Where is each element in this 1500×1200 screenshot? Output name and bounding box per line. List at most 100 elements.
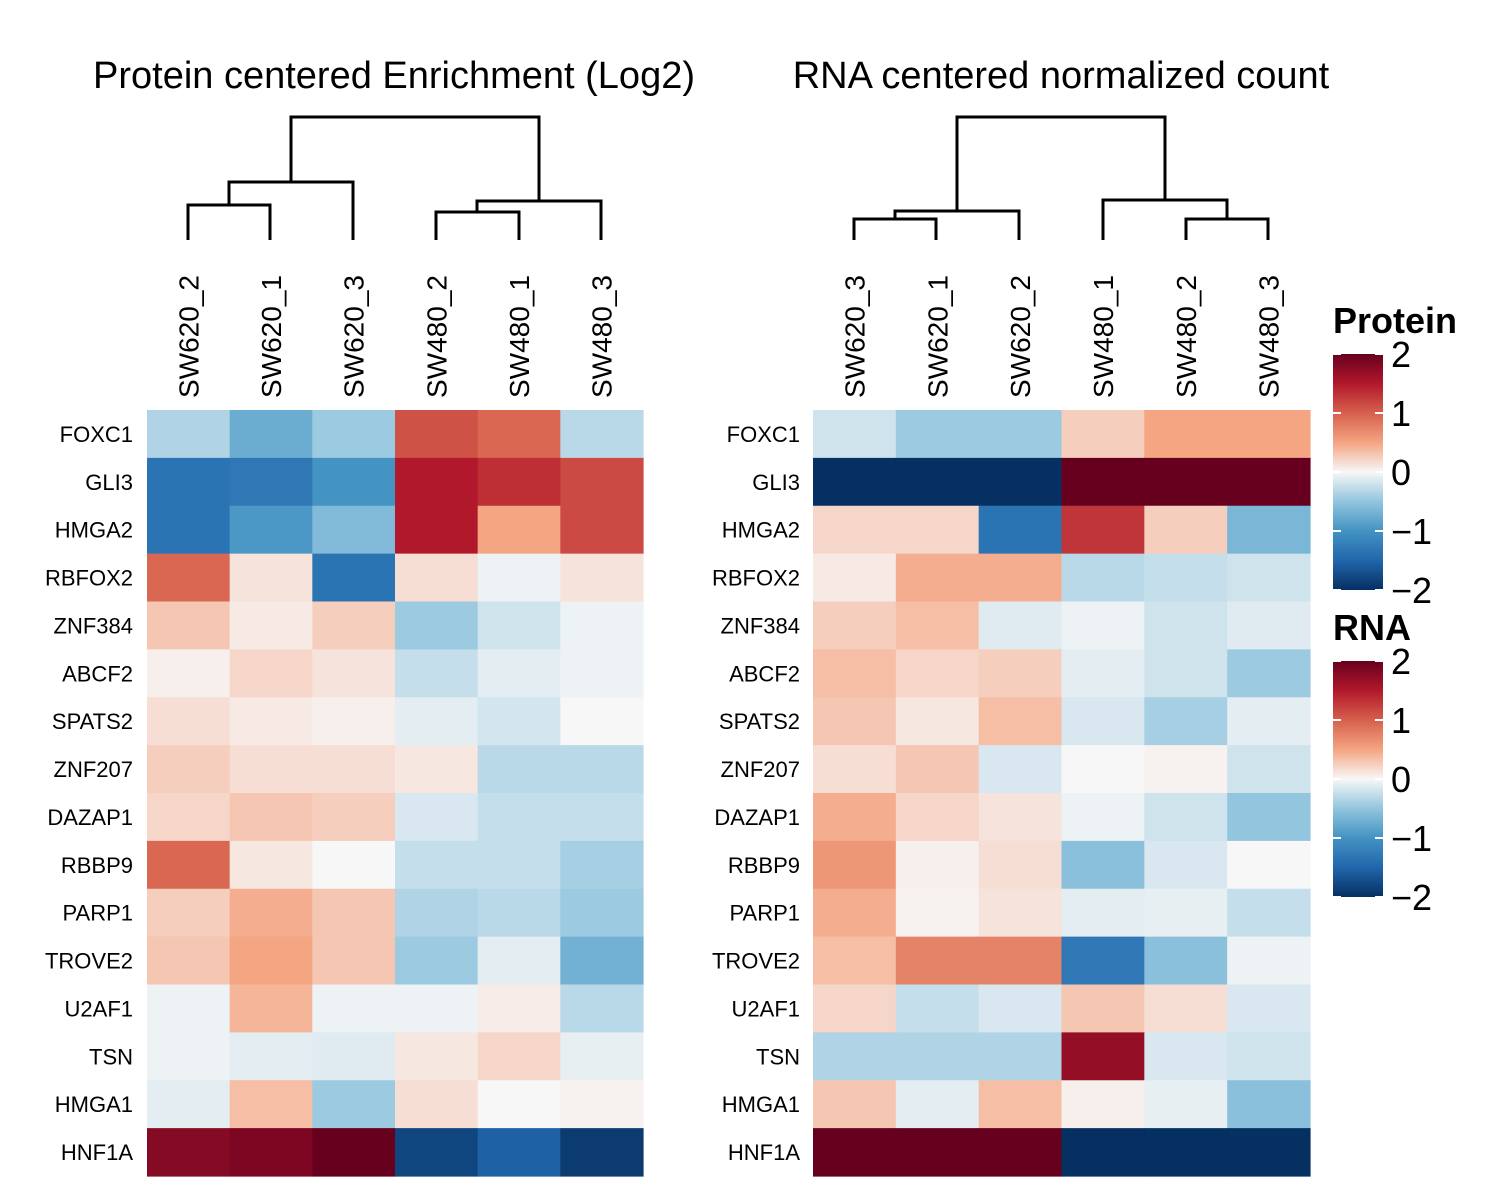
heatmap-cell — [395, 936, 479, 986]
rna-column-labels: SW620_3 SW620_1 SW620_2 SW480_1 SW480_2 SW480… — [839, 275, 1284, 398]
heatmap-cell — [1144, 888, 1228, 938]
row-label: TSN — [756, 1044, 800, 1069]
heatmap-cell — [477, 410, 561, 459]
heatmap-cell — [147, 697, 231, 746]
row-label: SPATS2 — [719, 709, 800, 734]
heatmap-cell — [978, 840, 1063, 890]
colorbar-tick-label: 0 — [1391, 452, 1411, 493]
row-label: ZNF384 — [54, 613, 133, 638]
heatmap-cell — [1144, 697, 1228, 746]
heatmap-cell — [477, 505, 561, 555]
heatmap-cell — [312, 840, 396, 890]
heatmap-cell — [1061, 410, 1145, 459]
heatmap-cell — [895, 697, 980, 746]
heatmap-cell — [813, 1032, 897, 1081]
heatmap-cell — [395, 457, 479, 507]
protein-row-labels: FOXC1 GLI3 HMGA2 RBFOX2 ZNF384 ABCF2 SPATS2 ZNF… — [45, 422, 133, 1165]
heatmap-cell — [1061, 457, 1145, 507]
protein-colorbar-title: Protein — [1333, 300, 1457, 341]
heatmap-cell — [1227, 793, 1311, 842]
heatmap-cell — [560, 984, 644, 1033]
heatmap-cell — [978, 984, 1063, 1033]
heatmap-cell — [312, 888, 396, 938]
heatmap-cell — [229, 697, 313, 746]
heatmap-cell — [395, 840, 479, 890]
rna-colorbar-ticks: 2 1 0 −1 −2 — [1333, 641, 1432, 918]
heatmap-cell — [560, 410, 644, 459]
heatmap-cell — [1227, 553, 1311, 603]
colorbar-tick-label: −2 — [1391, 877, 1432, 918]
heatmap-cell — [895, 1080, 980, 1129]
row-label: ZNF207 — [54, 757, 133, 782]
column-label: SW480_3 — [587, 275, 618, 398]
heatmap-cell — [312, 553, 396, 603]
dendrogram-branch — [893, 209, 1021, 240]
heatmap-cell — [1227, 888, 1311, 938]
heatmap-cell — [147, 457, 231, 507]
heatmap-cell — [813, 936, 897, 986]
heatmap-cell — [895, 793, 980, 842]
heatmap-cell — [978, 457, 1063, 507]
heatmap-cell — [1227, 697, 1311, 746]
heatmap-cell — [560, 1128, 644, 1177]
heatmap-cell — [560, 697, 644, 746]
heatmap-cell — [978, 936, 1063, 986]
protein-dendrogram — [186, 115, 603, 240]
heatmap-cell — [147, 505, 231, 555]
heatmap-cell — [229, 745, 313, 794]
row-label: GLI3 — [752, 470, 800, 495]
heatmap-cell — [813, 793, 897, 842]
row-label: ZNF384 — [721, 613, 800, 638]
row-label: ABCF2 — [62, 661, 133, 686]
heatmap-cell — [1061, 1080, 1145, 1129]
heatmap-cell — [395, 410, 479, 459]
heatmap-cell — [395, 888, 479, 938]
heatmap-cell — [477, 936, 561, 986]
row-label: RBFOX2 — [45, 566, 133, 591]
heatmap-cell — [813, 505, 897, 555]
colorbar-tick-label: −1 — [1391, 818, 1432, 859]
heatmap-cell — [1061, 840, 1145, 890]
heatmap-cell — [1144, 1032, 1228, 1081]
row-label: DAZAP1 — [714, 805, 800, 830]
heatmap-cell — [813, 745, 897, 794]
heatmap-cell — [560, 745, 644, 794]
heatmap-cell — [477, 745, 561, 794]
rna-heatmap: RNA centered normalized count SW620_3 SW6… — [712, 55, 1330, 1177]
dendrogram-branch — [289, 115, 541, 201]
heatmap-cell — [229, 410, 313, 459]
column-label: SW480_3 — [1254, 275, 1285, 398]
heatmap-cell — [978, 649, 1063, 698]
heatmap-cell — [395, 745, 479, 794]
heatmap-cell — [1061, 649, 1145, 698]
heatmap-cell — [477, 793, 561, 842]
heatmap-cell — [560, 457, 644, 507]
heatmap-cell — [895, 505, 980, 555]
heatmap-cell — [895, 649, 980, 698]
heatmap-cell — [1144, 649, 1228, 698]
heatmap-cell — [1227, 505, 1311, 555]
heatmap-cell — [395, 601, 479, 650]
heatmap-cell — [978, 1032, 1063, 1081]
heatmap-cell — [477, 697, 561, 746]
heatmap-cell — [229, 1032, 313, 1081]
heatmap-cell — [813, 840, 897, 890]
heatmap-cell — [895, 840, 980, 890]
heatmap-cell — [978, 697, 1063, 746]
protein-colorbar: Protein 2 1 0 −1 −2 — [1333, 300, 1457, 611]
heatmap-cell — [1144, 984, 1228, 1033]
dendrogram-branch — [852, 217, 938, 240]
rna-colorbar-gradient — [1333, 661, 1383, 897]
heatmap-cell — [560, 505, 644, 555]
heatmap-cell — [229, 457, 313, 507]
heatmap-cell — [895, 888, 980, 938]
heatmap-cell — [895, 984, 980, 1033]
heatmap-cell — [1227, 649, 1311, 698]
heatmap-cell — [1061, 553, 1145, 603]
heatmap-cell — [1227, 1080, 1311, 1129]
heatmap-cell — [813, 410, 897, 459]
rna-colorbar-title: RNA — [1333, 607, 1411, 648]
heatmap-cell — [895, 553, 980, 603]
heatmap-cell — [312, 936, 396, 986]
